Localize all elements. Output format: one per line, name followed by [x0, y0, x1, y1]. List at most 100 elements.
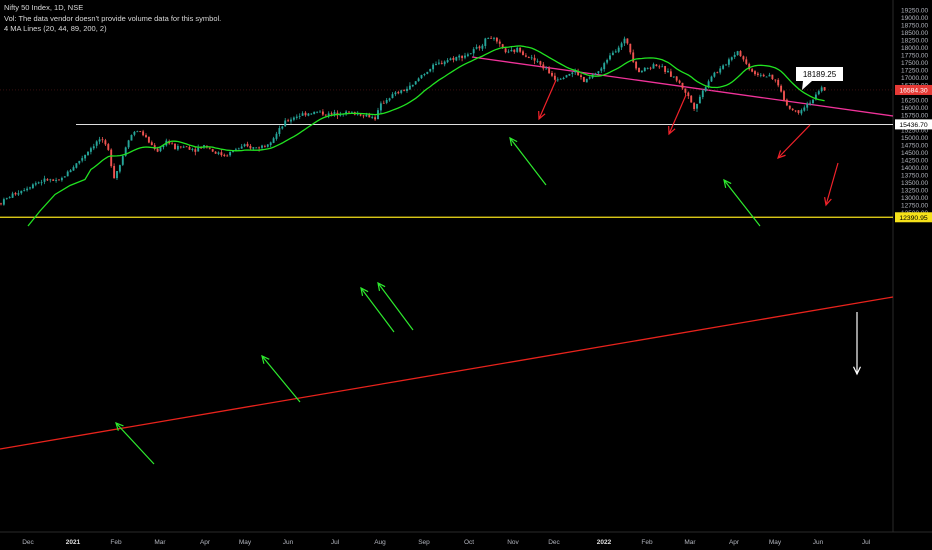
price-tick-label: 19000.00 [901, 15, 928, 22]
candle-body [136, 131, 139, 133]
candle-body [629, 43, 632, 53]
candle-body [614, 51, 617, 53]
candle-body [504, 48, 507, 53]
candle-body [475, 47, 478, 49]
candle-body [179, 146, 182, 148]
candle-body [261, 145, 263, 148]
candle-body [379, 103, 382, 111]
candle-body [182, 146, 185, 148]
candle-body [92, 146, 95, 149]
candle-body [429, 68, 432, 72]
candle-body [171, 143, 174, 145]
candle-body [562, 77, 565, 80]
annotation-arrows [115, 79, 862, 465]
candle-body [368, 114, 371, 118]
candle-body [580, 75, 582, 78]
candle-body [127, 140, 130, 148]
candle-body [411, 84, 414, 87]
candle-body [672, 76, 675, 78]
trendlines [0, 56, 894, 450]
arrow-head [115, 421, 124, 431]
candle-body [0, 203, 2, 205]
price-tick-label: 13000.00 [901, 195, 928, 202]
price-labels: 18189.25 16584.30 15436.70 12390.95 [796, 67, 932, 223]
arrow-head [852, 366, 862, 376]
candle-body [217, 152, 220, 154]
candle-body [243, 144, 246, 147]
candle-body [536, 60, 539, 62]
grid [0, 0, 932, 533]
candle-body [780, 85, 783, 92]
candle-body [420, 75, 423, 79]
candle-body [287, 120, 290, 122]
ma-indicator-label[interactable]: 4 MA Lines (20, 44, 89, 200, 2) [4, 24, 107, 33]
candle-body [611, 52, 614, 56]
candle-body [414, 81, 417, 85]
candle-body [678, 80, 681, 83]
candle-body [121, 156, 124, 165]
candle-body [159, 147, 162, 152]
candle-body [519, 47, 522, 52]
candle-body [594, 73, 597, 75]
price-axis-label: 12390.95 [895, 212, 932, 223]
time-tick-label: Dec [548, 539, 560, 546]
price-label-box [895, 84, 932, 95]
price-tick-label: 18500.00 [901, 30, 928, 37]
candle-body [176, 146, 179, 150]
candle-body [487, 38, 490, 40]
candle-body [295, 116, 298, 118]
candle-body [545, 68, 548, 70]
candle-body [739, 51, 742, 57]
price-tick-label: 18250.00 [901, 38, 928, 45]
candle-body [75, 163, 78, 168]
candle-body [31, 184, 34, 188]
support-arrow [723, 178, 761, 227]
candle-body [365, 114, 368, 117]
resistance-arrow [824, 162, 839, 207]
candle-body [759, 74, 762, 76]
time-tick-label: Jul [331, 539, 340, 546]
candle-body [49, 179, 52, 181]
candle-body [278, 128, 281, 134]
candle-body [745, 59, 748, 64]
candle-body [774, 79, 777, 81]
time-tick-label: Jun [283, 539, 294, 546]
candle-body [472, 49, 475, 54]
callout-text: 18189.25 [803, 70, 837, 79]
support-arrow [261, 354, 301, 403]
candle-body [600, 68, 603, 71]
candle-body [391, 94, 394, 99]
candle-body [652, 64, 655, 69]
arrow-head [668, 125, 676, 136]
candle-body [191, 148, 194, 150]
candle-body [719, 68, 722, 73]
candle-body [208, 147, 211, 149]
price-axis[interactable]: 12500.0012750.0013000.0013250.0013500.00… [901, 8, 928, 218]
arrow-head [261, 354, 270, 364]
candle-body [707, 81, 710, 88]
candle-body [727, 59, 730, 65]
price-tick-label: 14750.00 [901, 143, 928, 150]
candle-body [461, 55, 464, 59]
candle-body [742, 56, 745, 60]
candle-body [345, 111, 348, 115]
candle-body [669, 71, 672, 77]
candle-body [252, 147, 255, 149]
candle-body [237, 148, 240, 150]
price-tick-label: 13250.00 [901, 188, 928, 195]
time-tick-label: Mar [154, 539, 166, 546]
price-tick-label: 14250.00 [901, 158, 928, 165]
candle-body [455, 56, 458, 61]
price-tick-label: 13500.00 [901, 180, 928, 187]
candle-body [301, 113, 304, 116]
price-tick-label: 16250.00 [901, 98, 928, 105]
price-tick-label: 17750.00 [901, 53, 928, 60]
candle-body [478, 46, 481, 49]
candle-body [440, 62, 443, 64]
time-axis[interactable]: Dec 2021 Feb Mar Apr May Jun Jul Aug Sep Oct Nov Dec… [22, 539, 870, 546]
price-tick-label: 18750.00 [901, 23, 928, 30]
candle-body [26, 188, 29, 191]
candle-body [142, 131, 145, 136]
candle-body [313, 111, 316, 115]
